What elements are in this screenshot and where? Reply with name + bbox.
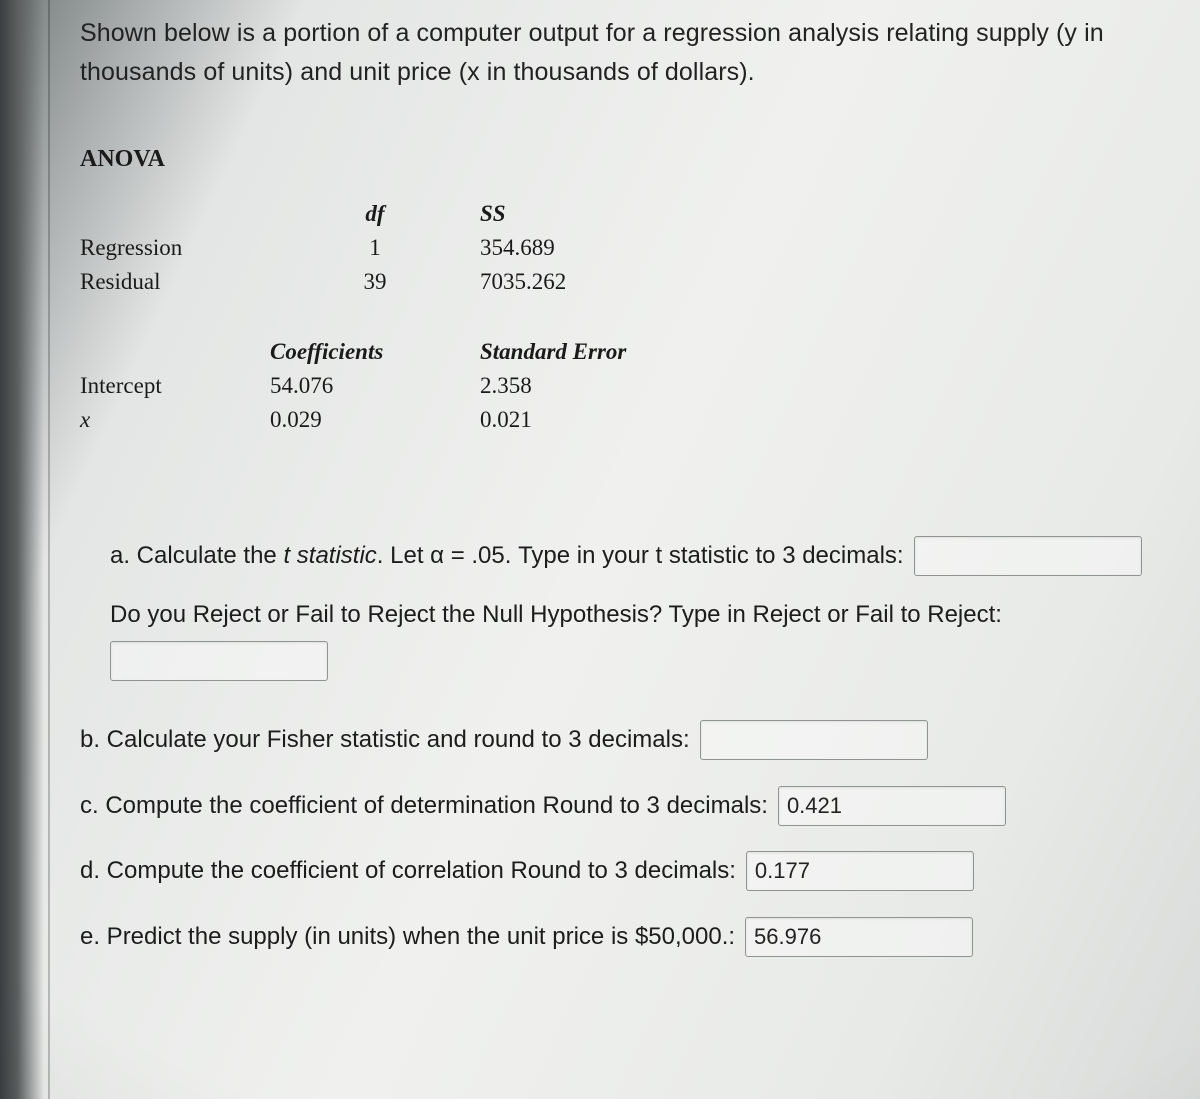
- anova-title: ANOVA: [80, 146, 1166, 173]
- coef-header-se: Standard Error: [480, 335, 740, 369]
- q-b-text: b. Calculate your Fisher statistic and r…: [80, 726, 690, 753]
- anova-header-ss: SS: [480, 197, 740, 231]
- anova-table: df SS Regression 1 354.689 Residual 39 7…: [80, 197, 740, 335]
- anova-header-df: df: [270, 197, 480, 231]
- coef-row-intercept: Intercept 54.076 2.358: [80, 369, 740, 403]
- question-e: e. Predict the supply (in units) when th…: [80, 914, 1166, 960]
- coef-val-x: 0.029: [270, 403, 480, 437]
- q-c-text: c. Compute the coefficient of determinat…: [80, 792, 768, 819]
- question-a1: a. Calculate the t statistic. Let α = .0…: [80, 533, 1166, 579]
- worksheet-page: Shown below is a portion of a computer o…: [80, 14, 1166, 1079]
- intro-text: Shown below is a portion of a computer o…: [80, 14, 1166, 92]
- coef-header-row: Coefficients Standard Error: [80, 335, 740, 369]
- question-c: c. Compute the coefficient of determinat…: [80, 783, 1166, 829]
- question-b: b. Calculate your Fisher statistic and r…: [80, 717, 1166, 763]
- anova-row-regression: Regression 1 354.689: [80, 231, 740, 265]
- anova-label-regression: Regression: [80, 231, 270, 265]
- coef-label-x: x: [80, 403, 270, 437]
- question-d: d. Compute the coefficient of correlatio…: [80, 848, 1166, 894]
- anova-ss-regression: 354.689: [480, 231, 740, 265]
- coef-label-intercept: Intercept: [80, 369, 270, 403]
- anova-header-row: df SS: [80, 197, 740, 231]
- q-a2-text: Do you Reject or Fail to Reject the Null…: [110, 601, 1002, 628]
- input-fisher-statistic[interactable]: [700, 720, 928, 760]
- page-left-shadow: [0, 0, 44, 1099]
- anova-label-residual: Residual: [80, 265, 270, 299]
- q-a1-ital: t statistic: [283, 542, 376, 569]
- coef-se-intercept: 2.358: [480, 369, 740, 403]
- input-coef-determination[interactable]: [778, 786, 1006, 826]
- coef-se-x: 0.021: [480, 403, 740, 437]
- anova-df-residual: 39: [270, 265, 480, 299]
- anova-df-regression: 1: [270, 231, 480, 265]
- q-e-text: e. Predict the supply (in units) when th…: [80, 923, 735, 950]
- input-t-statistic[interactable]: [914, 536, 1142, 576]
- input-predicted-supply[interactable]: [745, 917, 973, 957]
- input-reject-decision[interactable]: [110, 641, 328, 681]
- anova-ss-residual: 7035.262: [480, 265, 740, 299]
- coef-row-x: x 0.029 0.021: [80, 403, 740, 437]
- question-a2: Do you Reject or Fail to Reject the Null…: [80, 592, 1166, 683]
- input-coef-correlation[interactable]: [746, 851, 974, 891]
- coefficients-table: Coefficients Standard Error Intercept 54…: [80, 335, 740, 437]
- questions-block: a. Calculate the t statistic. Let α = .0…: [80, 533, 1166, 960]
- q-a1-pre: a. Calculate the: [110, 542, 283, 569]
- anova-row-residual: Residual 39 7035.262: [80, 265, 740, 299]
- coef-val-intercept: 54.076: [270, 369, 480, 403]
- q-a1-post: . Let α = .05. Type in your t statistic …: [377, 542, 904, 569]
- coef-header-coef: Coefficients: [270, 335, 480, 369]
- page-left-rule: [48, 0, 50, 1099]
- q-d-text: d. Compute the coefficient of correlatio…: [80, 857, 736, 884]
